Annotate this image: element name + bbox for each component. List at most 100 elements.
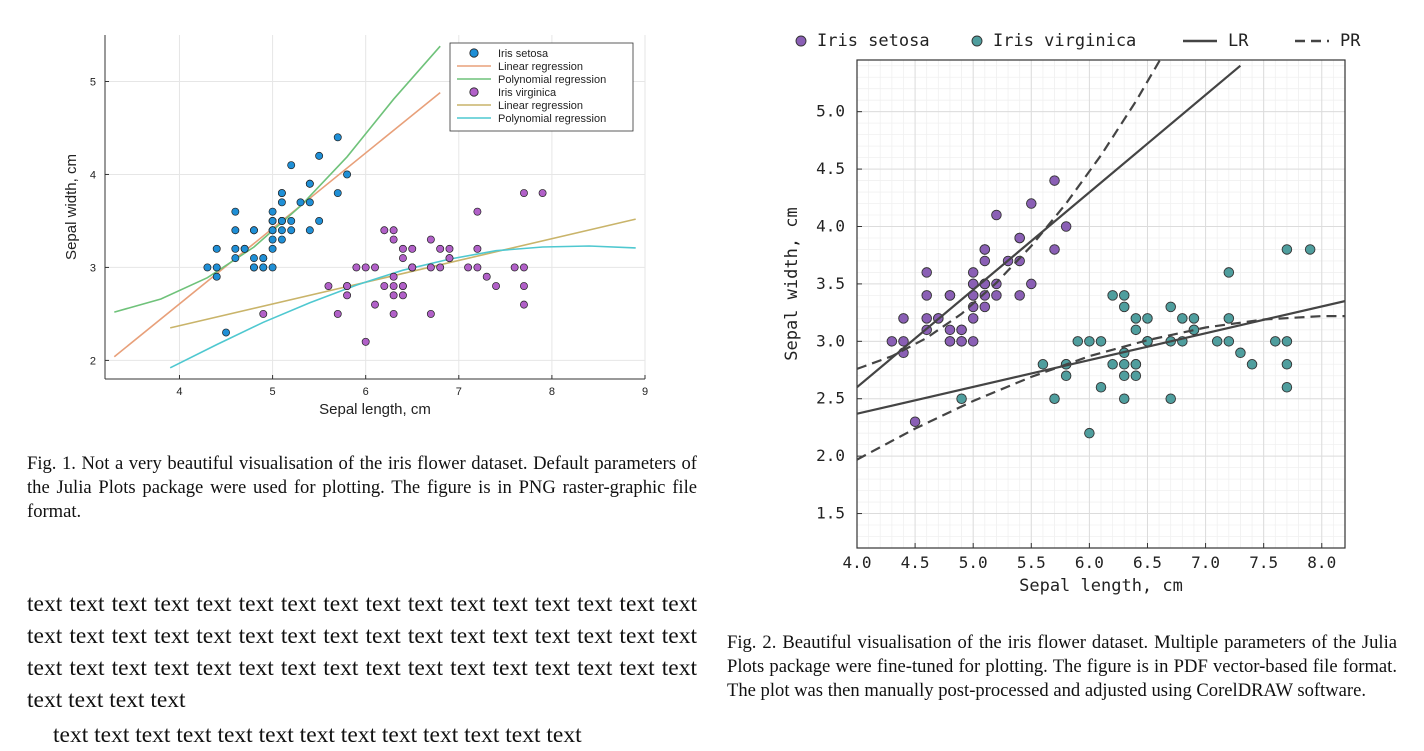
series-3-point — [352, 263, 361, 272]
series-3-point — [398, 254, 407, 263]
series-3-point — [436, 244, 445, 253]
x-tick-label: 5.0 — [959, 553, 988, 572]
series-3-point — [389, 309, 398, 318]
series-0-point — [203, 263, 212, 272]
x-tick-label: 6 — [363, 386, 369, 398]
series-1-point — [1118, 359, 1130, 370]
series-1-point — [1130, 359, 1142, 370]
series-0-point — [315, 216, 324, 225]
series-0-point — [315, 151, 324, 160]
series-0-point — [277, 216, 286, 225]
series-0-point — [1049, 244, 1060, 255]
series-0-point — [268, 263, 277, 272]
series-0-point — [287, 226, 296, 235]
y-tick-label: 4.0 — [816, 216, 845, 235]
series-3-point — [510, 263, 519, 272]
x-tick-label: 7.0 — [1191, 553, 1220, 572]
figure-1-plot: 4 5 6 7 8 9 2 3 4 5 Sepal length, cm Sepal width, c… — [63, 35, 648, 418]
series-3-point — [389, 272, 398, 281]
series-0-point — [921, 313, 932, 324]
series-1-point — [1223, 336, 1235, 347]
series-1-point — [1188, 324, 1200, 336]
y-tick-label: 5 — [90, 76, 96, 88]
series-3-point — [389, 235, 398, 244]
x-tick-label: 6.0 — [1075, 553, 1104, 572]
series-1-point — [1130, 313, 1142, 324]
series-3-point — [343, 282, 352, 290]
series-1-point — [1211, 336, 1223, 347]
plot-area — [857, 60, 1345, 461]
series-0-point — [296, 198, 305, 207]
legend-label: Linear regression — [498, 100, 583, 112]
series-0-point — [979, 301, 991, 313]
series-0-point — [305, 226, 314, 235]
y-tick-label: 1.5 — [816, 504, 845, 523]
series-0-point — [898, 313, 909, 324]
series-3-point — [333, 309, 342, 318]
legend-marker — [795, 35, 807, 47]
series-1-point — [1130, 370, 1142, 382]
series-3-point — [361, 263, 370, 272]
series-1-line — [113, 91, 441, 358]
series-1-point — [1281, 336, 1293, 347]
series-0-point — [231, 244, 240, 253]
series-3-point — [445, 244, 454, 253]
legend-marker — [971, 35, 983, 47]
series-0-point — [212, 272, 221, 281]
series-3-point — [389, 291, 398, 300]
series-0-point — [343, 170, 352, 179]
series-1-point — [1223, 313, 1235, 324]
series-0-point — [212, 244, 221, 253]
series-2-line — [114, 45, 441, 313]
series-1-point — [1107, 290, 1118, 301]
series-1-point — [956, 393, 967, 404]
series-0-point — [1014, 255, 1025, 267]
series-3-point — [408, 263, 417, 272]
figure-1-caption: Fig. 1. Not a very beautiful visualisati… — [27, 453, 697, 522]
y-tick-label: 2.0 — [816, 446, 845, 465]
y-tick-label: 3.5 — [816, 274, 845, 293]
series-0-point — [1060, 221, 1072, 232]
series-0-point — [277, 189, 286, 198]
series-0-point — [991, 209, 1002, 221]
body-text: text text text text text text text text … — [27, 588, 697, 751]
series-1-point — [1281, 244, 1293, 255]
x-axis-label: Sepal length, cm — [319, 401, 431, 418]
series-0-point — [277, 226, 286, 235]
legend-label: Linear regression — [498, 61, 583, 73]
series-3-point — [520, 189, 528, 198]
series-0-point — [333, 133, 342, 142]
series-1-point — [1095, 336, 1107, 347]
series-3-point — [426, 235, 435, 244]
series-1-point — [1049, 393, 1060, 404]
series-0-point — [956, 336, 967, 347]
series-0-point — [944, 324, 956, 336]
series-1-point — [1177, 313, 1188, 324]
series-0-point — [259, 263, 268, 272]
series-0-point — [259, 254, 268, 263]
series-0-point — [287, 161, 296, 170]
series-0-point — [967, 336, 979, 347]
series-1-point — [1281, 359, 1293, 370]
legend-box — [449, 42, 634, 132]
series-3-point — [538, 189, 547, 198]
series-3-point — [343, 291, 352, 300]
series-3-point — [259, 309, 268, 318]
x-tick-label: 5.5 — [1017, 553, 1046, 572]
plot-area — [113, 45, 636, 369]
series-3-point — [426, 309, 435, 318]
series-1-point — [1060, 370, 1072, 382]
series-3-point — [473, 244, 482, 253]
series-0-point — [240, 244, 249, 253]
series-4-line — [170, 218, 636, 329]
series-0-point — [956, 324, 967, 336]
figure-2: 4.0 4.5 5.0 5.5 6.0 6.5 7.0 7.5 8.0 1.5 2.0 2.5 3.0 3… — [775, 22, 1375, 612]
series-1-point — [1072, 336, 1084, 347]
series-0-point — [898, 336, 909, 347]
series-3-point — [389, 282, 398, 290]
series-3-point — [398, 282, 407, 290]
series-3-point — [361, 337, 370, 346]
series-0-point — [277, 235, 286, 244]
series-1-point — [1188, 313, 1200, 324]
series-1-point — [1165, 393, 1176, 404]
